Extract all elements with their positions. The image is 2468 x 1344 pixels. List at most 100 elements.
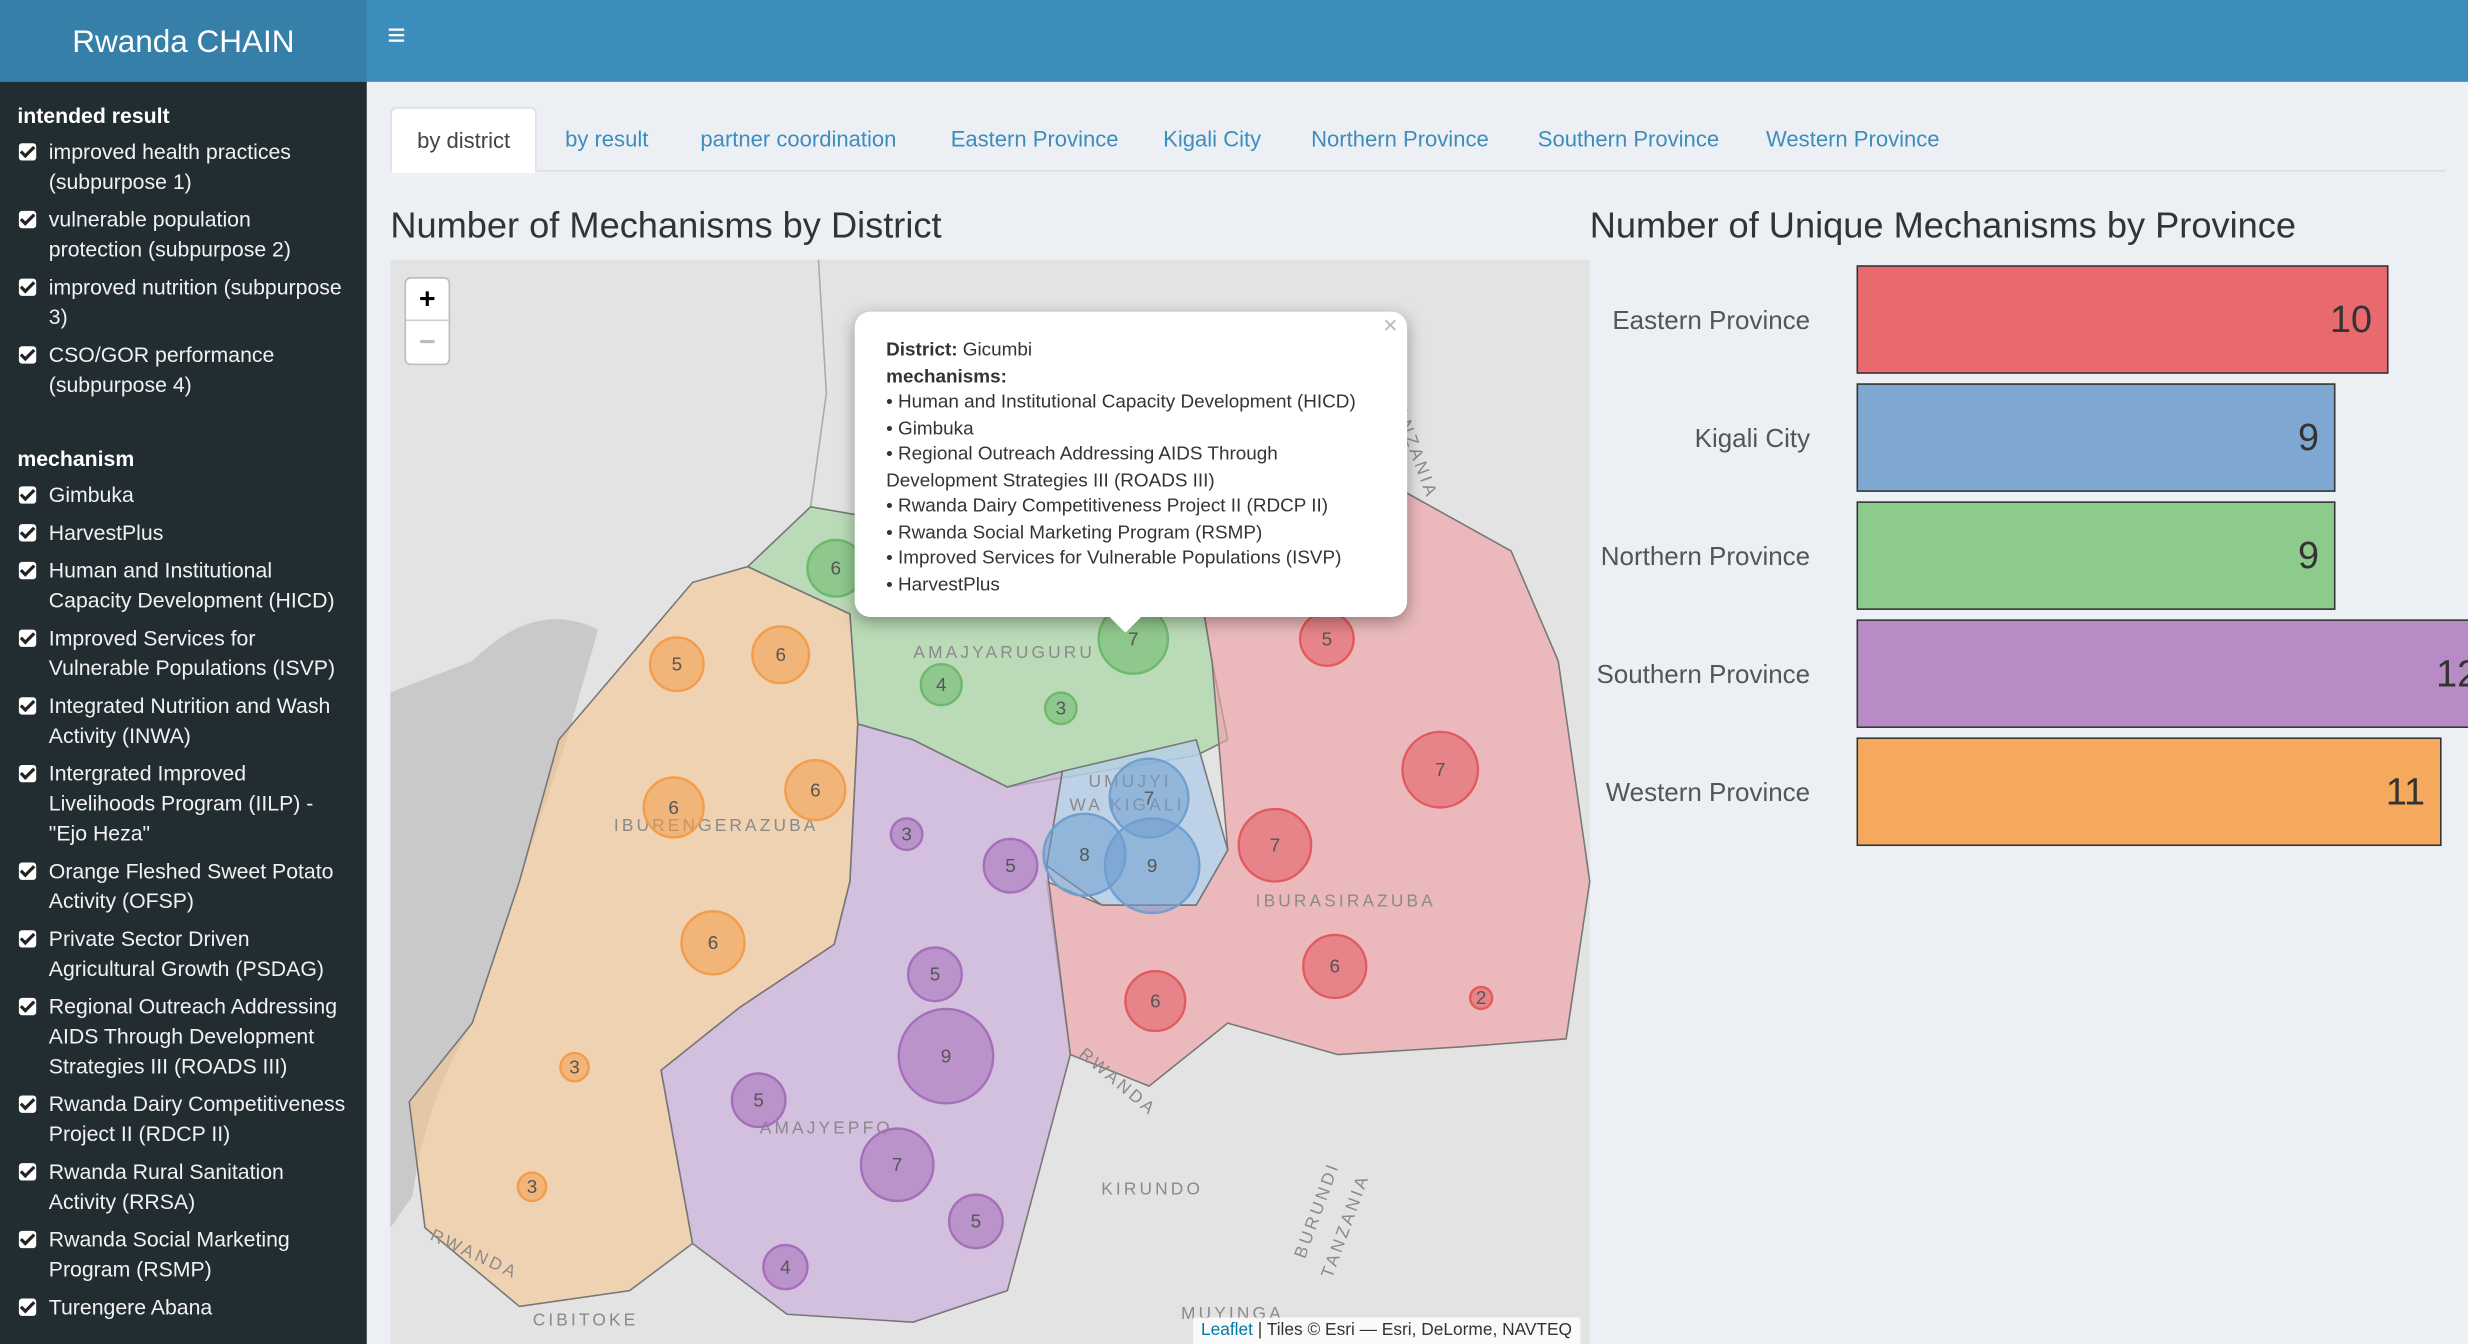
tab[interactable]: Western Province: [1766, 125, 1940, 152]
checkbox-item[interactable]: Orange Fleshed Sweet Potato Activity (OF…: [0, 856, 348, 916]
mechanism: • Human and Institutional Capacity Devel…: [886, 390, 1356, 413]
marker-label: 6: [810, 780, 821, 801]
marker-label: 9: [941, 1046, 952, 1067]
district-marker: [1237, 807, 1313, 883]
checkbox-item[interactable]: Gimbuka: [0, 480, 348, 510]
category-label: Southern Province: [1596, 659, 1810, 689]
checkbox[interactable]: [18, 278, 37, 296]
checkbox-label[interactable]: Orange Fleshed Sweet Potato Activity (OF…: [48, 859, 334, 913]
checkbox-label[interactable]: vulnerable population protection (subpur…: [48, 207, 291, 262]
place-label: KIRUNDO: [1101, 1179, 1203, 1199]
checkbox-label[interactable]: improved nutrition (subpurpose 3): [48, 275, 342, 329]
category-label: Kigali City: [1695, 423, 1810, 453]
section-title: mechanism: [17, 447, 135, 471]
checkbox-item[interactable]: Improved Services for Vulnerable Populat…: [0, 623, 348, 683]
checkbox-item[interactable]: Private Sector Driven Agricultural Growt…: [0, 924, 348, 984]
mechanism: • Regional Outreach Addressing AIDS Thro…: [886, 442, 1278, 491]
checkbox-item[interactable]: Turengere Abana: [0, 1292, 348, 1322]
checkbox-label[interactable]: Intergrated Improved Livelihoods Program…: [48, 761, 314, 846]
popup-mechanisms: mechanisms:: [886, 363, 1382, 389]
category-label: Western Province: [1606, 777, 1810, 807]
tab[interactable]: by result: [565, 125, 649, 152]
district-marker: [680, 910, 746, 976]
marker-label: 6: [1150, 991, 1161, 1012]
tab[interactable]: Southern Province: [1537, 125, 1720, 152]
checkbox-item[interactable]: improved health practices (subpurpose 1): [0, 137, 348, 197]
district-marker: [516, 1171, 548, 1203]
checkbox[interactable]: [18, 1298, 37, 1316]
checkbox[interactable]: [18, 346, 37, 364]
checkbox[interactable]: [18, 143, 37, 161]
value-label: 9: [2298, 535, 2319, 577]
tab[interactable]: Kigali City: [1163, 125, 1262, 152]
tab[interactable]: partner coordination: [700, 125, 897, 152]
marker-label: 5: [672, 655, 683, 676]
checkbox[interactable]: [18, 561, 37, 580]
label: District:: [886, 338, 958, 361]
checkbox-item[interactable]: Intergrated Improved Livelihoods Program…: [0, 759, 348, 849]
district-marker: [1124, 969, 1187, 1033]
district: Gicumbi: [962, 338, 1033, 361]
popup-close[interactable]: ×: [1383, 313, 1398, 340]
sidebar: intended result improved health practices…: [0, 81, 367, 1344]
checkbox-item[interactable]: CSO/GOR performance (subpurpose 4): [0, 340, 348, 400]
marker-label: 5: [930, 965, 941, 986]
checkbox[interactable]: [18, 524, 37, 542]
checkbox[interactable]: [18, 1230, 37, 1249]
tab[interactable]: Northern Province: [1311, 125, 1489, 152]
header: Rwanda CHAIN ≡: [0, 0, 2468, 82]
category-label: Northern Province: [1601, 541, 1810, 571]
value-label: 10: [2330, 299, 2372, 341]
checkbox[interactable]: [18, 930, 37, 948]
checkbox-item[interactable]: Rwanda Dairy Competitiveness Project II …: [0, 1089, 348, 1149]
mechanism: • Gimbuka: [886, 416, 974, 439]
menu-toggle[interactable]: ≡: [387, 18, 406, 54]
checkbox-label[interactable]: Human and Institutional Capacity Develop…: [48, 558, 335, 613]
label: mechanisms:: [886, 364, 1007, 387]
checkbox-label[interactable]: HarvestPlus: [48, 520, 164, 545]
checkbox-label[interactable]: Private Sector Driven Agricultural Growt…: [48, 927, 324, 981]
zoom-in[interactable]: +: [406, 279, 449, 322]
district-marker: [897, 1007, 995, 1105]
marker-label: 4: [780, 1257, 791, 1278]
checkbox-item[interactable]: Regional Outreach Addressing AIDS Throug…: [0, 992, 348, 1082]
checkbox-item[interactable]: Human and Institutional Capacity Develop…: [0, 556, 348, 616]
tab[interactable]: by district: [390, 107, 537, 174]
marker-label: 2: [1476, 988, 1487, 1009]
checkbox-label[interactable]: Integrated Nutrition and Wash Activity (…: [48, 694, 331, 748]
checkbox-label[interactable]: Improved Services for Vulnerable Populat…: [48, 626, 336, 680]
checkbox-label[interactable]: CSO/GOR performance (subpurpose 4): [48, 343, 275, 397]
checkbox[interactable]: [18, 486, 37, 504]
checkbox-item[interactable]: HarvestPlus: [0, 518, 348, 548]
checkbox[interactable]: [18, 1163, 37, 1181]
checkbox-label[interactable]: Gimbuka: [48, 483, 134, 507]
app-title[interactable]: Rwanda CHAIN: [0, 0, 367, 82]
checkbox-label[interactable]: Rwanda Social Marketing Program (RSMP): [48, 1227, 290, 1282]
tab[interactable]: Eastern Province: [950, 125, 1119, 152]
checkbox[interactable]: [18, 764, 37, 783]
checkbox-label[interactable]: Regional Outreach Addressing AIDS Throug…: [48, 994, 338, 1079]
checkbox-label[interactable]: improved health practices (subpurpose 1): [48, 140, 291, 194]
checkbox-label[interactable]: Rwanda Rural Sanitation Activity (RRSA): [48, 1160, 284, 1214]
marker-label: 6: [775, 645, 786, 666]
checkbox-label[interactable]: Turengere Abana: [48, 1295, 213, 1320]
leaflet-link[interactable]: Leaflet: [1200, 1320, 1253, 1340]
checkbox-item[interactable]: Rwanda Rural Sanitation Activity (RRSA): [0, 1157, 348, 1217]
checkbox[interactable]: [18, 997, 37, 1016]
marker-label: 5: [971, 1212, 982, 1233]
marker-label: 6: [1330, 957, 1341, 978]
district-marker: [762, 1243, 809, 1291]
checkbox-item[interactable]: Rwanda Social Marketing Program (RSMP): [0, 1225, 348, 1285]
zoom-out[interactable]: −: [419, 325, 436, 358]
district-marker: [559, 1051, 590, 1083]
checkbox-item[interactable]: improved nutrition (subpurpose 3): [0, 272, 348, 332]
checkbox-label[interactable]: Rwanda Dairy Competitiveness Project II …: [48, 1092, 346, 1146]
checkbox-item[interactable]: Integrated Nutrition and Wash Activity (…: [0, 691, 348, 751]
checkbox[interactable]: [18, 1095, 37, 1113]
checkbox-item[interactable]: vulnerable population protection (subpur…: [0, 205, 348, 265]
checkbox[interactable]: [18, 629, 37, 647]
checkbox[interactable]: [18, 862, 37, 880]
checkbox[interactable]: [18, 210, 37, 229]
checkbox[interactable]: [18, 697, 37, 715]
